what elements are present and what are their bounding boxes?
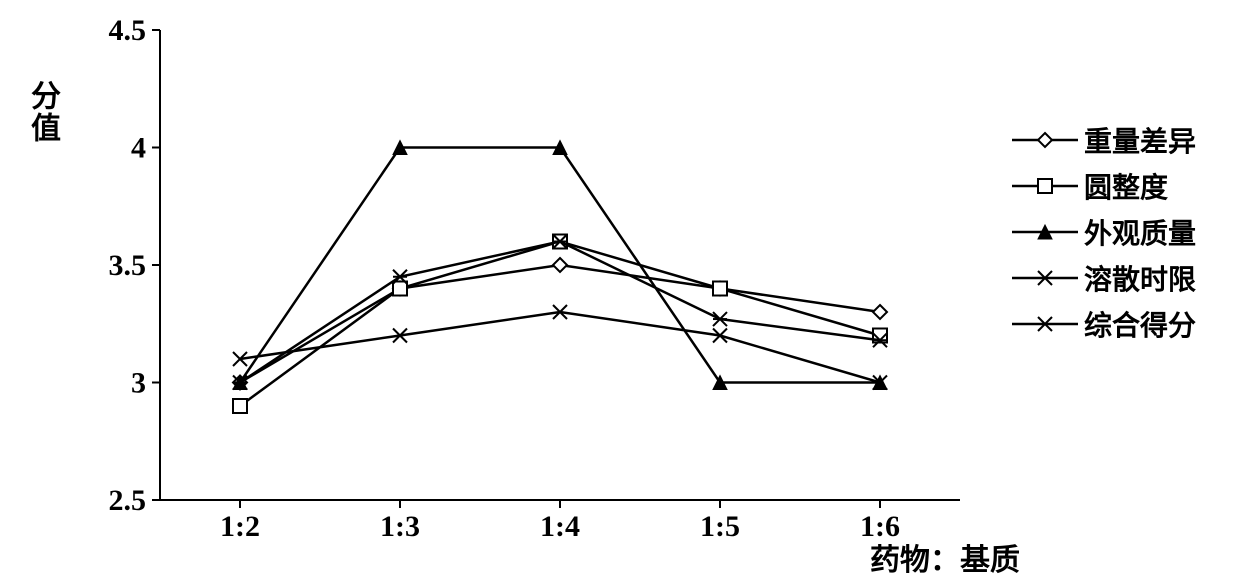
chart-container: 2.533.544.51:21:31:41:51:6 分值 药物：基质 重量差异… — [0, 0, 1240, 581]
legend-item: 外观质量 — [1010, 212, 1196, 252]
legend-marker-icon — [1010, 222, 1080, 242]
legend: 重量差异圆整度外观质量溶散时限综合得分 — [1010, 120, 1196, 350]
legend-label: 综合得分 — [1084, 304, 1196, 344]
legend-label: 圆整度 — [1084, 166, 1168, 206]
svg-text:1:4: 1:4 — [540, 510, 580, 543]
legend-label: 溶散时限 — [1084, 258, 1196, 298]
legend-marker-icon — [1010, 314, 1080, 334]
legend-item: 溶散时限 — [1010, 258, 1196, 298]
y-axis-label: 分值 — [20, 80, 64, 144]
legend-marker-icon — [1010, 130, 1080, 150]
svg-text:2.5: 2.5 — [109, 484, 147, 517]
legend-item: 综合得分 — [1010, 304, 1196, 344]
x-axis-label: 药物：基质 — [870, 535, 1020, 579]
svg-text:1:2: 1:2 — [220, 510, 260, 543]
legend-label: 重量差异 — [1084, 120, 1196, 160]
series-溶散时限 — [233, 305, 887, 390]
svg-text:4: 4 — [131, 132, 146, 165]
svg-text:3: 3 — [131, 367, 146, 400]
legend-item: 重量差异 — [1010, 120, 1196, 160]
svg-text:3.5: 3.5 — [109, 249, 147, 282]
svg-text:1:5: 1:5 — [700, 510, 740, 543]
svg-text:4.5: 4.5 — [109, 14, 147, 47]
legend-marker-icon — [1010, 176, 1080, 196]
legend-item: 圆整度 — [1010, 166, 1196, 206]
svg-text:1:3: 1:3 — [380, 510, 420, 543]
legend-label: 外观质量 — [1084, 212, 1196, 252]
legend-marker-icon — [1010, 268, 1080, 288]
